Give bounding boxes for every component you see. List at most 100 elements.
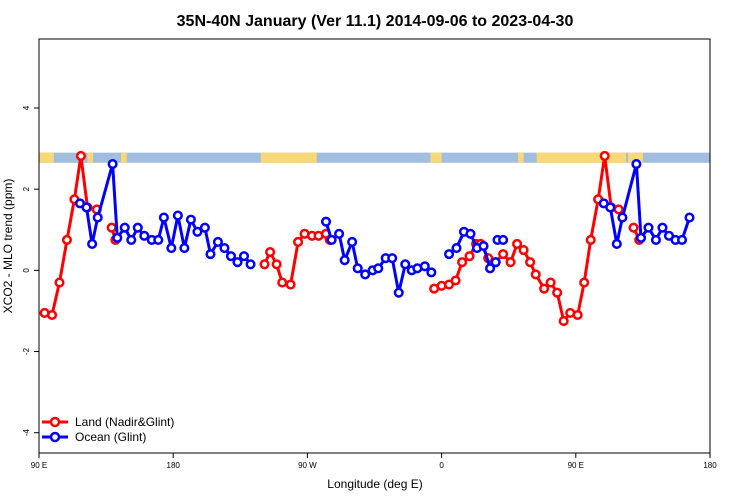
ocean-point xyxy=(393,287,404,298)
legend-item-land: Land (Nadir&Glint) xyxy=(42,415,174,429)
y-tick-label: 0 xyxy=(22,268,31,273)
ocean-point xyxy=(617,212,628,223)
ocean-point xyxy=(657,222,668,233)
land-band-segment xyxy=(39,152,54,163)
land-point xyxy=(552,287,563,298)
ocean-point xyxy=(87,238,98,250)
land-point xyxy=(545,277,556,288)
ocean-point xyxy=(192,226,203,237)
ocean-band xyxy=(39,152,710,163)
ocean-point xyxy=(245,259,256,270)
ocean-point xyxy=(185,214,196,225)
y-axis: -4 -2 0 2 4 xyxy=(22,105,39,436)
ocean-point xyxy=(485,263,496,274)
land-band-segment xyxy=(430,152,442,163)
ocean-point xyxy=(326,234,337,245)
land-point xyxy=(579,277,590,288)
land-point xyxy=(505,257,516,268)
land-band-segment xyxy=(536,152,627,163)
land-point xyxy=(61,234,73,245)
land-point xyxy=(628,222,639,233)
legend: Land (Nadir&Glint) Ocean (Glint) xyxy=(42,415,174,444)
ocean-point xyxy=(119,222,130,233)
ocean-point xyxy=(444,249,455,260)
ocean-point xyxy=(132,222,143,233)
ocean-point xyxy=(339,255,350,266)
ocean-point xyxy=(199,222,210,233)
legend-marker-land xyxy=(49,416,61,428)
chart-title: 35N-40N January (Ver 11.1) 2014-09-06 to… xyxy=(177,13,574,30)
series-layer xyxy=(39,150,695,327)
y-tick-label: 4 xyxy=(22,105,31,110)
ocean-point xyxy=(166,242,177,254)
land-point xyxy=(572,309,583,321)
legend-label-ocean: Ocean (Glint) xyxy=(75,430,146,444)
land-point xyxy=(464,251,475,262)
ocean-point xyxy=(158,212,169,223)
x-tick-label: 90 E xyxy=(31,461,47,470)
ocean-point xyxy=(139,230,150,241)
ocean-point xyxy=(347,236,358,247)
land-point xyxy=(512,238,523,250)
ocean-point xyxy=(153,234,164,245)
land-point xyxy=(558,316,569,327)
x-tick-label: 180 xyxy=(167,461,181,470)
x-axis-label: Longitude (deg E) xyxy=(327,477,422,491)
ocean-point xyxy=(676,234,688,245)
ocean-point xyxy=(92,212,103,223)
land-point xyxy=(75,150,86,161)
land-point xyxy=(54,277,65,288)
land-band-segment xyxy=(121,152,127,163)
ocean-point xyxy=(112,232,123,243)
land-point xyxy=(277,277,288,288)
legend-item-ocean: Ocean (Glint) xyxy=(42,430,146,444)
ocean-point xyxy=(238,251,250,262)
ocean-point xyxy=(451,242,462,254)
ocean-point xyxy=(352,263,363,274)
ocean-point xyxy=(219,242,230,254)
x-axis: 90 E 180 90 W 0 90 E 180 xyxy=(31,453,717,470)
series-ocean xyxy=(74,158,695,298)
land-band-segment xyxy=(518,152,524,163)
ocean-point xyxy=(400,259,411,270)
y-tick-label: -2 xyxy=(22,347,31,355)
ocean-point xyxy=(107,158,118,170)
ocean-point xyxy=(498,234,509,245)
ocean-point xyxy=(387,253,398,264)
land-point xyxy=(539,283,550,294)
ocean-point xyxy=(126,234,137,245)
ocean-point xyxy=(360,269,371,280)
y-tick-label: 2 xyxy=(22,186,31,191)
land-band-segment xyxy=(87,152,94,163)
ocean-point xyxy=(465,228,476,239)
land-point xyxy=(293,236,304,247)
land-point xyxy=(613,204,624,215)
ocean-point xyxy=(684,212,695,223)
ocean-point xyxy=(172,210,183,221)
ocean-point xyxy=(631,158,642,170)
ocean-point xyxy=(490,257,501,268)
ocean-point xyxy=(334,228,345,239)
ocean-point xyxy=(225,251,237,262)
plot-frame xyxy=(38,38,711,454)
land-point xyxy=(265,247,276,258)
ocean-point xyxy=(426,267,437,278)
ocean-point xyxy=(635,232,647,243)
land-band-segment xyxy=(260,152,317,163)
land-band-segment xyxy=(627,152,643,163)
ocean-point xyxy=(419,261,430,272)
ocean-point xyxy=(611,238,622,250)
ocean-point xyxy=(643,222,654,233)
ocean-point xyxy=(212,236,223,247)
legend-label-land: Land (Nadir&Glint) xyxy=(75,415,174,429)
land-point xyxy=(106,222,117,233)
land-point xyxy=(530,269,541,280)
land-point xyxy=(457,257,468,268)
land-point xyxy=(518,245,529,256)
land-point xyxy=(599,150,610,161)
x-tick-label: 90 E xyxy=(568,461,584,470)
y-tick-label: -4 xyxy=(22,429,31,437)
land-point xyxy=(46,309,58,321)
land-point xyxy=(525,257,536,268)
ocean-point xyxy=(205,249,216,260)
